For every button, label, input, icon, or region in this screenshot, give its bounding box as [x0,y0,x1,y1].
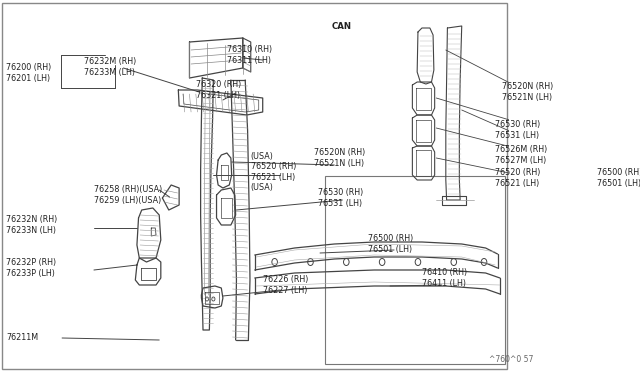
Text: 76258 (RH)(USA)
76259 (LH)(USA): 76258 (RH)(USA) 76259 (LH)(USA) [94,185,162,205]
Text: 76530 (RH)
76531 (LH): 76530 (RH) 76531 (LH) [495,120,540,140]
Text: 76520 (RH)
76521 (LH): 76520 (RH) 76521 (LH) [495,168,541,188]
Text: 76500 (RH)
76501 (LH): 76500 (RH) 76501 (LH) [597,168,640,188]
FancyBboxPatch shape [3,3,507,369]
Text: 76232N (RH)
76233N (LH): 76232N (RH) 76233N (LH) [6,215,58,235]
Text: 76211M: 76211M [6,334,38,343]
Text: ^760^0 57: ^760^0 57 [489,355,533,364]
Text: 76310 (RH)
76311 (LH): 76310 (RH) 76311 (LH) [227,45,272,65]
FancyBboxPatch shape [325,176,505,364]
Text: 76232M (RH)
76233M (LH): 76232M (RH) 76233M (LH) [84,57,136,77]
Text: 76200 (RH)
76201 (LH): 76200 (RH) 76201 (LH) [6,63,52,83]
Text: 76232P (RH)
76233P (LH): 76232P (RH) 76233P (LH) [6,258,56,278]
Text: 76526M (RH)
76527M (LH): 76526M (RH) 76527M (LH) [495,145,547,165]
Text: 76520N (RH)
76521N (LH): 76520N (RH) 76521N (LH) [502,82,553,102]
Text: 76320 (RH)
76321 (LH): 76320 (RH) 76321 (LH) [196,80,241,100]
Text: (USA)
76520 (RH)
76521 (LH)
(USA): (USA) 76520 (RH) 76521 (LH) (USA) [251,152,296,192]
Text: 76530 (RH)
76531 (LH): 76530 (RH) 76531 (LH) [319,188,364,208]
Text: CAN: CAN [331,22,351,31]
Text: 76226 (RH)
76227 (LH): 76226 (RH) 76227 (LH) [262,275,308,295]
Text: 76520N (RH)
76521N (LH): 76520N (RH) 76521N (LH) [314,148,365,168]
Text: 76500 (RH)
76501 (LH): 76500 (RH) 76501 (LH) [368,234,413,254]
Text: 76410 (RH)
76411 (LH): 76410 (RH) 76411 (LH) [422,268,467,288]
